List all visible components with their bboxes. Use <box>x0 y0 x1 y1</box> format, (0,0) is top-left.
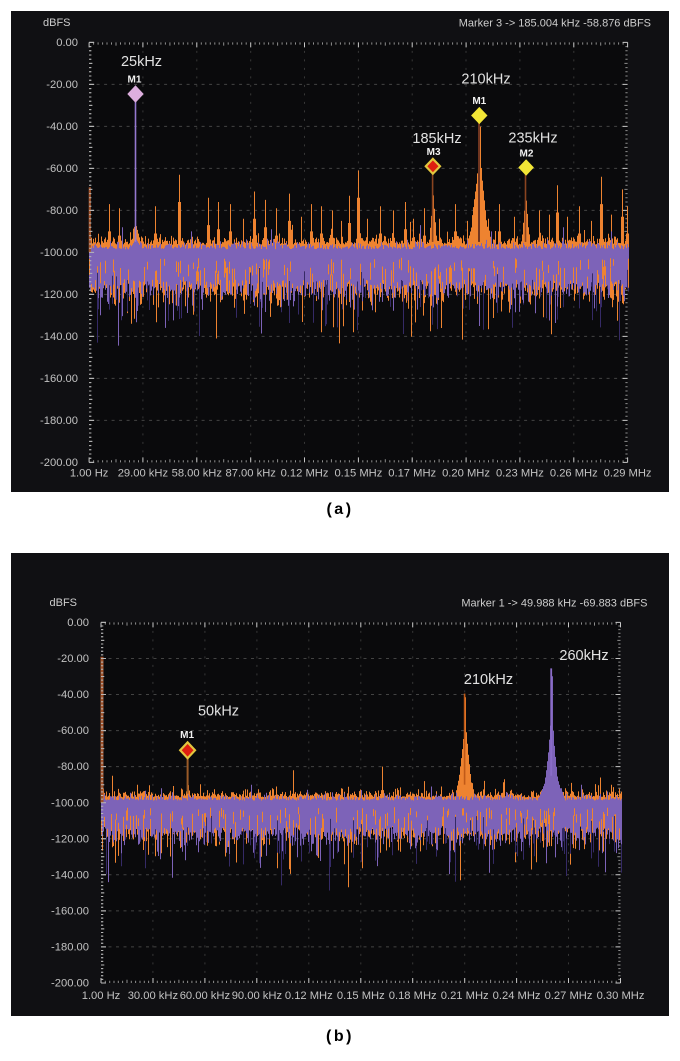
svg-text:-40.00: -40.00 <box>57 689 89 701</box>
svg-text:M1: M1 <box>472 96 486 107</box>
svg-text:-80.00: -80.00 <box>57 761 89 773</box>
svg-text:0.17 MHz: 0.17 MHz <box>388 468 436 480</box>
svg-text:0.15 MHz: 0.15 MHz <box>334 468 382 480</box>
svg-text:-180.00: -180.00 <box>40 415 78 427</box>
svg-text:M3: M3 <box>427 147 441 158</box>
svg-text:0.24 MHz: 0.24 MHz <box>493 990 541 1002</box>
svg-text:0.27 MHz: 0.27 MHz <box>545 990 593 1002</box>
svg-text:-120.00: -120.00 <box>51 833 89 845</box>
svg-text:0.15 MHz: 0.15 MHz <box>337 990 385 1002</box>
svg-text:58.00 kHz: 58.00 kHz <box>172 468 223 480</box>
svg-text:0.26 MHz: 0.26 MHz <box>550 468 598 480</box>
svg-text:210kHz: 210kHz <box>464 672 513 688</box>
svg-text:-20.00: -20.00 <box>57 653 89 665</box>
svg-text:-80.00: -80.00 <box>46 205 78 217</box>
svg-text:-100.00: -100.00 <box>40 247 78 259</box>
svg-text:M2: M2 <box>520 148 534 159</box>
svg-text:-120.00: -120.00 <box>40 289 78 301</box>
svg-text:0.18 MHz: 0.18 MHz <box>389 990 437 1002</box>
svg-text:0.21 MHz: 0.21 MHz <box>441 990 489 1002</box>
svg-text:30.00 kHz: 30.00 kHz <box>128 990 179 1002</box>
svg-text:90.00 kHz: 90.00 kHz <box>232 990 283 1002</box>
svg-text:25kHz: 25kHz <box>121 54 162 70</box>
svg-text:0.00: 0.00 <box>56 37 78 49</box>
svg-text:-140.00: -140.00 <box>51 869 89 881</box>
svg-text:87.00 kHz: 87.00 kHz <box>226 468 277 480</box>
svg-text:1.00 Hz: 1.00 Hz <box>82 990 121 1002</box>
svg-text:dBFS: dBFS <box>43 17 71 29</box>
svg-text:60.00 kHz: 60.00 kHz <box>180 990 231 1002</box>
svg-text:0.30 MHz: 0.30 MHz <box>597 990 645 1002</box>
svg-text:0.12 MHz: 0.12 MHz <box>281 468 329 480</box>
svg-text:0.12 MHz: 0.12 MHz <box>285 990 333 1002</box>
svg-text:M1: M1 <box>128 74 142 85</box>
svg-text:260kHz: 260kHz <box>559 648 608 664</box>
svg-text:-60.00: -60.00 <box>57 725 89 737</box>
svg-text:-100.00: -100.00 <box>51 797 89 809</box>
svg-text:210kHz: 210kHz <box>461 72 510 88</box>
svg-text:1.00 Hz: 1.00 Hz <box>70 468 109 480</box>
svg-text:29.00 kHz: 29.00 kHz <box>118 468 169 480</box>
svg-text:185kHz: 185kHz <box>412 131 461 147</box>
svg-text:235kHz: 235kHz <box>508 130 557 146</box>
svg-text:-200.00: -200.00 <box>51 978 89 990</box>
svg-text:dBFS: dBFS <box>50 597 78 609</box>
svg-text:Marker 1 -> 49.988 kHz -69.883: Marker 1 -> 49.988 kHz -69.883 dBFS <box>461 598 647 610</box>
svg-text:-180.00: -180.00 <box>51 942 89 954</box>
svg-text:-200.00: -200.00 <box>40 457 78 469</box>
svg-text:-20.00: -20.00 <box>46 79 78 91</box>
svg-text:M1: M1 <box>180 730 194 741</box>
svg-text:50kHz: 50kHz <box>198 703 239 719</box>
svg-text:0.20 MHz: 0.20 MHz <box>442 468 490 480</box>
svg-text:-140.00: -140.00 <box>40 331 78 343</box>
svg-text:Marker 3 -> 185.004 kHz -58.87: Marker 3 -> 185.004 kHz -58.876 dBFS <box>459 18 651 30</box>
svg-text:-40.00: -40.00 <box>46 121 78 133</box>
svg-text:0.23 MHz: 0.23 MHz <box>496 468 544 480</box>
svg-text:0.00: 0.00 <box>67 617 89 629</box>
svg-text:-160.00: -160.00 <box>40 373 78 385</box>
svg-text:-160.00: -160.00 <box>51 906 89 918</box>
svg-text:0.29 MHz: 0.29 MHz <box>604 468 652 480</box>
svg-text:-60.00: -60.00 <box>46 163 78 175</box>
